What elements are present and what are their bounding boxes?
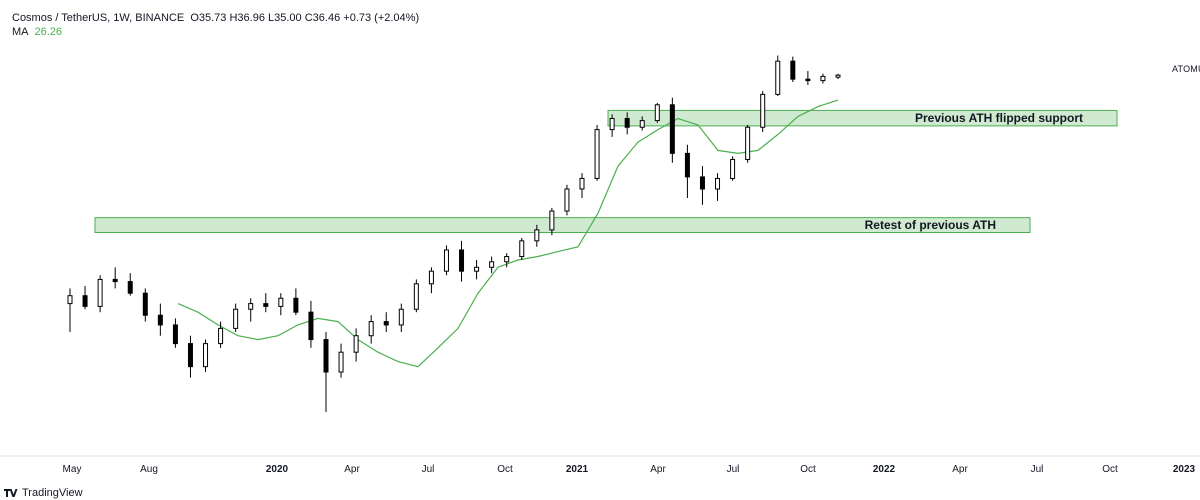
candle-body (534, 229, 540, 242)
axis-tick-label: 2023 (1173, 464, 1196, 475)
candle-body (459, 249, 465, 272)
candle-body (549, 210, 555, 231)
zone-label: Retest of previous ATH (865, 218, 996, 232)
candle-body (639, 120, 645, 128)
moving-average (177, 99, 839, 368)
candle-body (172, 324, 178, 345)
candle-body (443, 249, 449, 272)
candle-body (835, 74, 841, 78)
axis-tick-label: Jul (727, 464, 740, 475)
axis-tick-label: Jul (1031, 464, 1044, 475)
candle-body (489, 261, 495, 268)
axis-tick-label: Oct (800, 464, 816, 475)
candle-body (474, 266, 480, 272)
low-value: L35.00 (268, 12, 302, 24)
candle-body (157, 314, 163, 326)
candle-body (820, 75, 826, 82)
candle-body (263, 303, 269, 307)
candle-body (248, 303, 254, 310)
candle-body (624, 117, 630, 128)
close-value: C36.46 (304, 12, 341, 24)
axis-tick-label: Aug (140, 464, 158, 475)
candle-body (97, 278, 103, 307)
candle-body (413, 283, 419, 310)
candle-body (383, 321, 389, 326)
candle-body (805, 78, 811, 82)
axis-tick-label: Oct (1102, 464, 1118, 475)
axis-tick-label: 2022 (873, 464, 896, 475)
brand-name: TradingView (22, 487, 83, 499)
candles (67, 55, 841, 413)
candle-body (67, 295, 73, 305)
candle-body (519, 240, 525, 258)
candle-body (609, 117, 615, 131)
symbol-header: Cosmos / TetherUS, 1W, BINANCE O35.73 H3… (12, 10, 419, 26)
candle-body (338, 351, 344, 373)
candle-body (594, 129, 600, 179)
candle-body (684, 152, 690, 178)
axis-tick-label: Apr (952, 464, 968, 475)
zone-box (94, 217, 1031, 233)
brand-logo[interactable]: TradingView (4, 487, 83, 499)
candle-body (368, 321, 374, 337)
candle-body (308, 311, 314, 341)
candle-body (218, 327, 224, 345)
candle-body (760, 93, 766, 128)
tradingview-icon (4, 488, 18, 498)
candle-body (428, 270, 434, 285)
candle-body (699, 176, 705, 190)
candle-body (398, 308, 404, 326)
candle-body (504, 256, 510, 263)
ma-legend[interactable]: MA 26.26 (12, 26, 62, 38)
axis-tick-label: May (63, 464, 82, 475)
candle-body (564, 188, 570, 212)
change-value: +0.73 (+2.04%) (343, 12, 420, 24)
zone-label: Previous ATH flipped support (915, 111, 1083, 125)
candle-body (127, 281, 133, 294)
open-value: O35.73 (190, 12, 227, 24)
candle-body (790, 60, 796, 80)
candle-body (112, 278, 118, 283)
ticker-tag: ATOMUSDT (1172, 64, 1200, 74)
symbol-title[interactable]: Cosmos / TetherUS, 1W, BINANCE (12, 12, 185, 24)
candle-body (353, 335, 359, 353)
high-value: H36.96 (229, 12, 265, 24)
axis-tick-label: Oct (497, 464, 513, 475)
candle-body (278, 297, 284, 307)
candle-body (233, 308, 239, 329)
ma-line (177, 99, 839, 368)
axis-tick-label: 2021 (566, 464, 589, 475)
zones: Previous ATH flipped support Retest of pr… (94, 109, 1118, 233)
candle-body (187, 343, 193, 368)
candle-body (775, 60, 781, 95)
axis-tick-label: Jul (422, 464, 435, 475)
ma-value: 26.26 (34, 26, 63, 38)
candle-body (730, 159, 736, 179)
zone-box (607, 109, 1118, 127)
axis-tick-label: Apr (650, 464, 666, 475)
axis-tick-label: 2020 (266, 464, 289, 475)
candle-body (203, 343, 209, 368)
ma-label: MA (12, 26, 29, 38)
candle-body (715, 177, 721, 190)
candle-body (323, 339, 329, 373)
candle-body (293, 297, 299, 313)
candle-body (654, 104, 660, 122)
candle-body (142, 292, 148, 316)
time-axis: May Aug 2020 Apr Jul Oct 2021 Apr Jul Oct 2022 Apr J… (0, 455, 1200, 475)
candle-body (579, 177, 585, 190)
candle-body (669, 104, 675, 154)
candle-body (745, 126, 751, 161)
axis-tick-label: Apr (344, 464, 360, 475)
candle-body (82, 295, 88, 307)
